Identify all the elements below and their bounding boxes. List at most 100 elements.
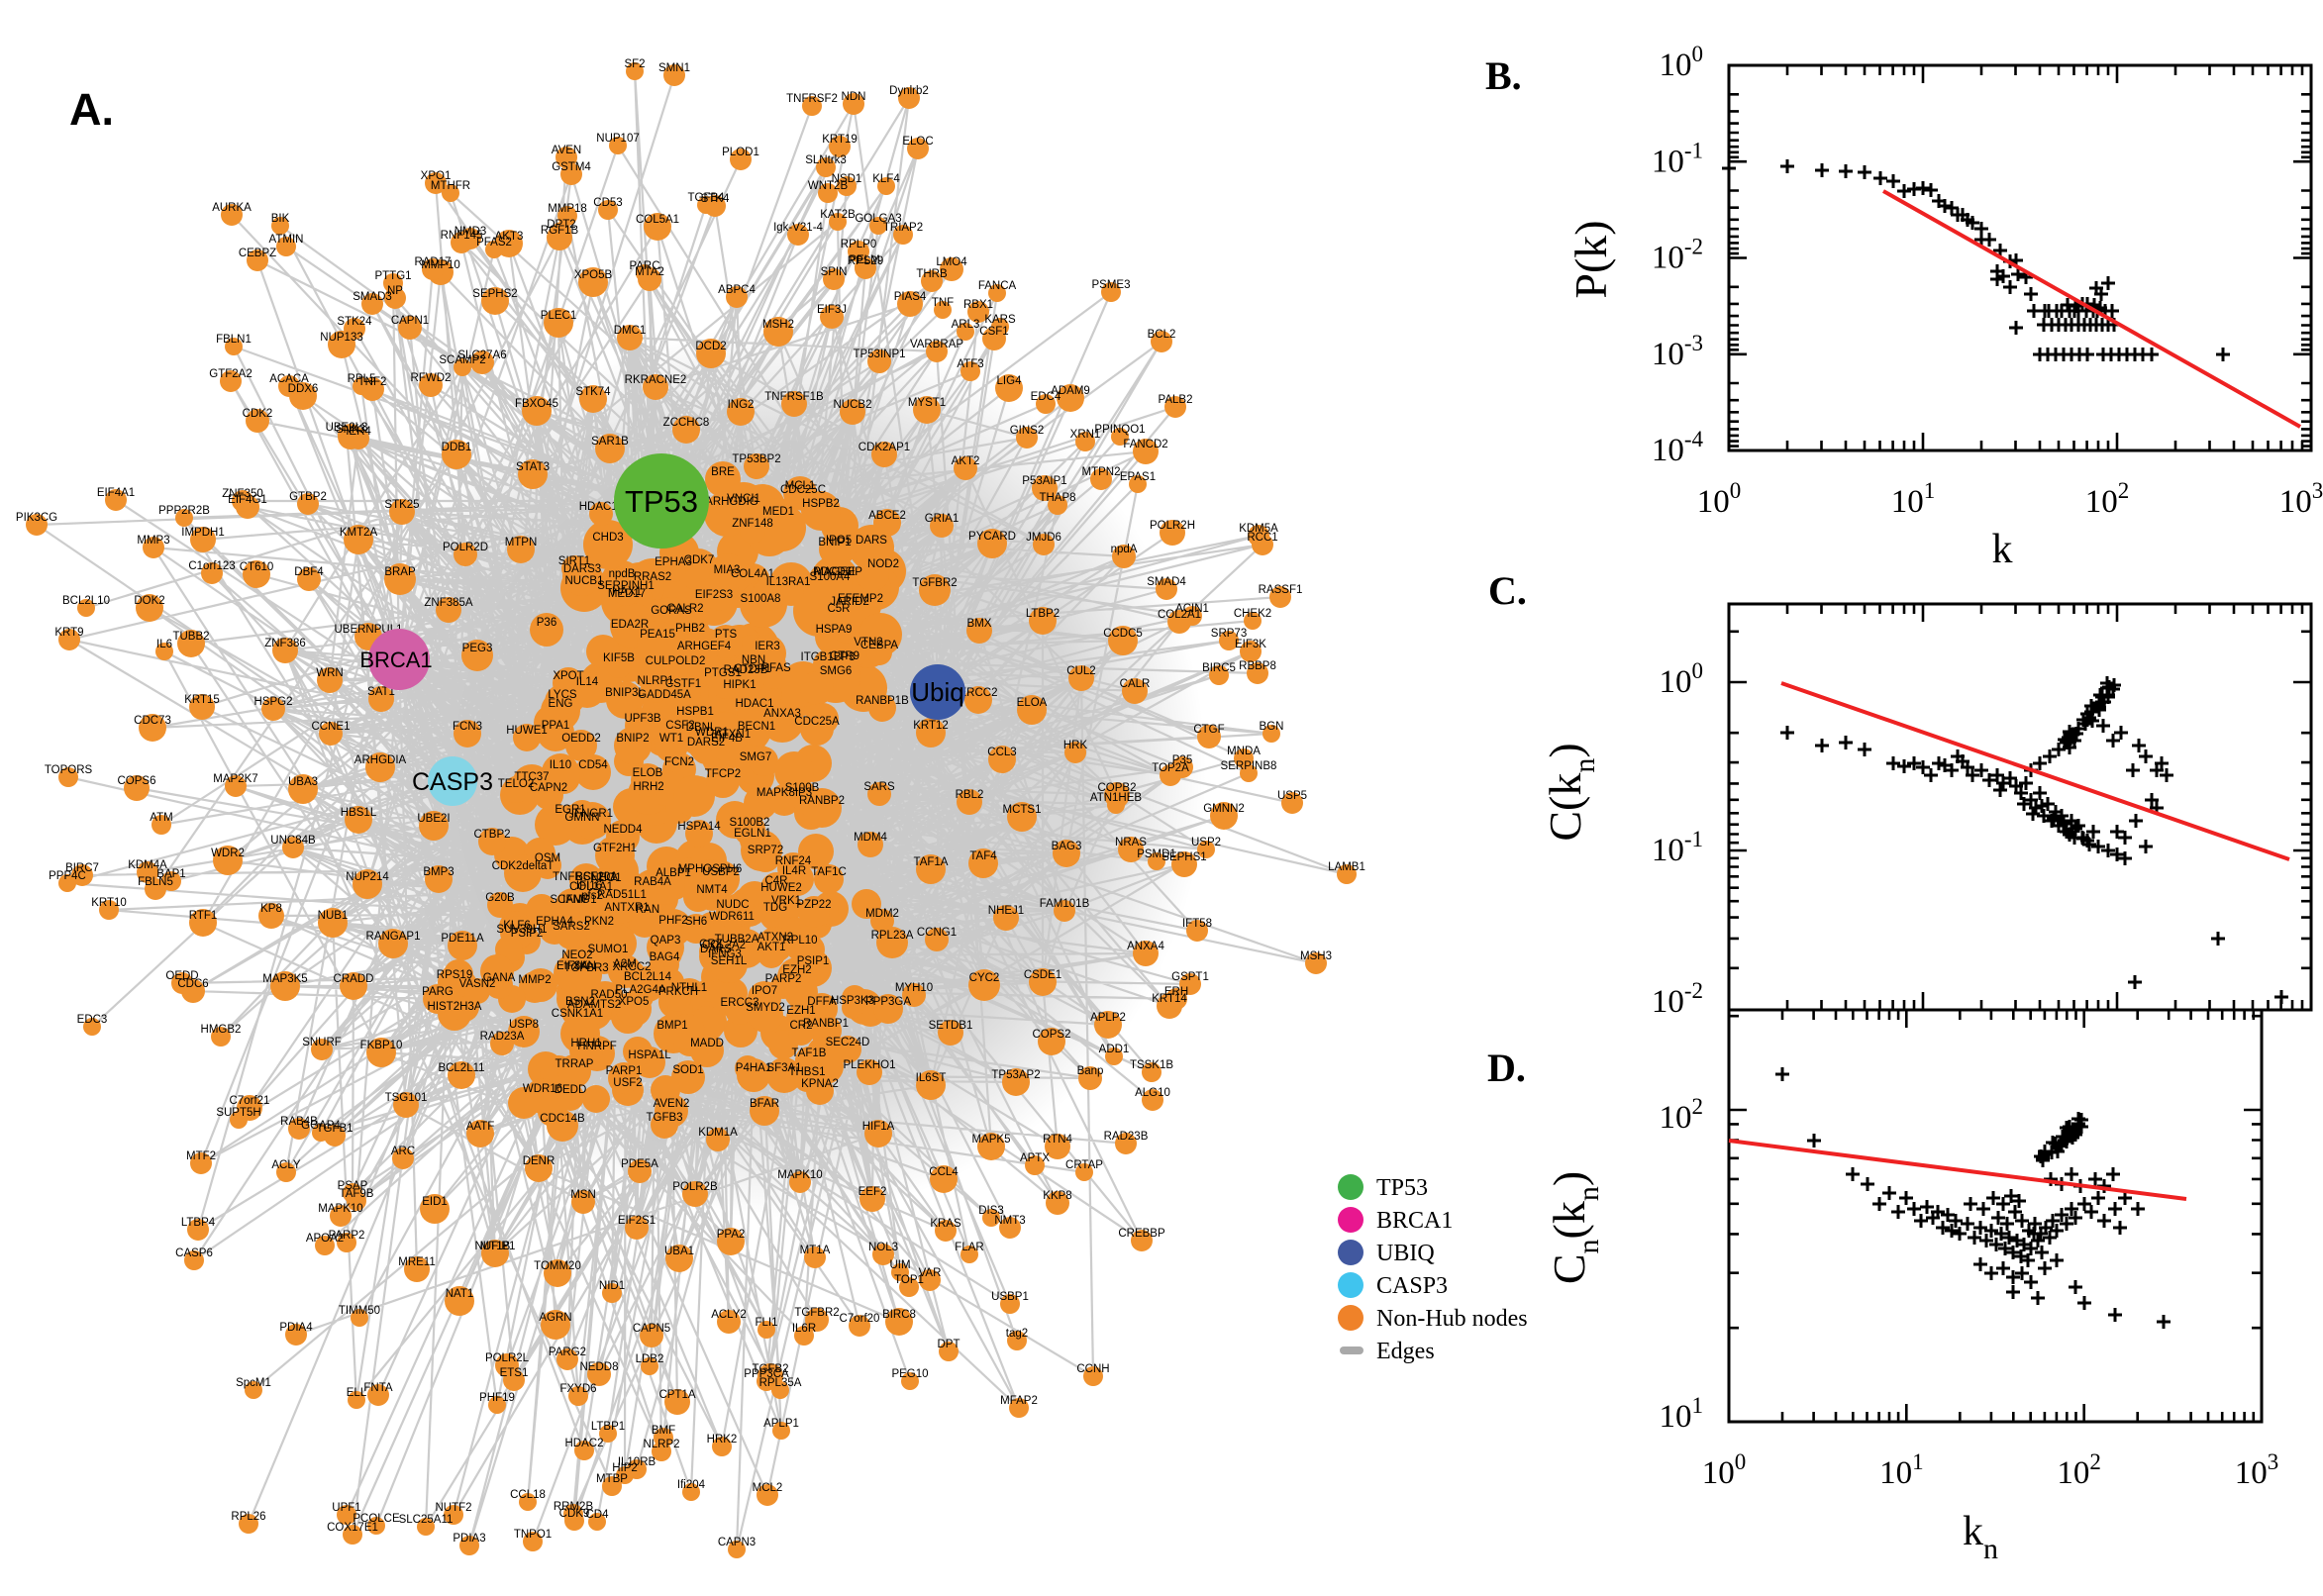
svg-text:ABCE2: ABCE2 [868, 510, 906, 522]
svg-text:KRAS: KRAS [930, 1218, 961, 1230]
svg-text:ATMIN: ATMIN [269, 234, 304, 246]
svg-text:CCL3: CCL3 [987, 747, 1016, 758]
svg-text:NSD1: NSD1 [832, 173, 862, 185]
svg-text:ARL3: ARL3 [952, 319, 980, 331]
svg-text:BRE: BRE [711, 466, 735, 478]
svg-text:TDG: TDG [763, 902, 787, 914]
svg-text:RNF145: RNF145 [441, 230, 483, 242]
svg-text:Ubiq: Ubiq [911, 677, 963, 707]
svg-text:RAB4A: RAB4A [634, 876, 671, 888]
svg-text:IL4R: IL4R [782, 865, 806, 877]
svg-text:BSN2: BSN2 [565, 996, 595, 1008]
svg-text:SF2: SF2 [624, 58, 645, 70]
svg-text:UPF3B: UPF3B [624, 713, 660, 725]
svg-text:AGRN: AGRN [539, 1312, 571, 1324]
svg-text:GADD45A: GADD45A [638, 689, 691, 701]
svg-text:KRT12: KRT12 [913, 720, 949, 732]
svg-text:RPS29: RPS29 [848, 255, 883, 267]
svg-text:COPS6: COPS6 [118, 775, 156, 787]
svg-text:TOP1: TOP1 [894, 1274, 924, 1286]
svg-text:NID1: NID1 [599, 1280, 625, 1292]
svg-text:DMC1: DMC1 [614, 325, 647, 337]
svg-text:ATN1HEB: ATN1HEB [1090, 792, 1143, 804]
svg-text:HSPA1L: HSPA1L [628, 1049, 671, 1061]
svg-text:NUCB2: NUCB2 [834, 399, 872, 411]
svg-text:IL6ST: IL6ST [916, 1072, 947, 1084]
svg-text:AKT1: AKT1 [758, 942, 786, 953]
svg-text:IPO5: IPO5 [826, 535, 852, 547]
svg-text:TSSK1B: TSSK1B [1130, 1059, 1173, 1071]
svg-text:PSIP2: PSIP2 [511, 928, 544, 940]
svg-text:RPL35A: RPL35A [759, 1377, 802, 1389]
svg-text:MAGEE: MAGEE [814, 566, 856, 578]
svg-text:SH6: SH6 [685, 916, 707, 928]
svg-text:NUDC: NUDC [716, 899, 749, 911]
svg-text:VNCI1: VNCI1 [727, 493, 760, 505]
svg-text:PYCARD: PYCARD [968, 531, 1016, 543]
svg-text:DFFA: DFFA [807, 996, 837, 1008]
svg-text:SARS: SARS [863, 781, 895, 793]
svg-text:HAX1: HAX1 [612, 586, 642, 598]
svg-text:XRCC2: XRCC2 [613, 961, 652, 973]
svg-text:BCL2L11: BCL2L11 [438, 1062, 484, 1074]
svg-text:ENG: ENG [549, 698, 573, 710]
svg-text:VARBRAP: VARBRAP [910, 339, 963, 350]
svg-text:PDE5A: PDE5A [621, 1158, 658, 1170]
svg-text:CPT1A: CPT1A [658, 1389, 695, 1401]
svg-text:IFNG3: IFNG3 [708, 948, 742, 960]
svg-text:PEA15: PEA15 [640, 629, 675, 641]
svg-text:KRT14: KRT14 [1152, 993, 1187, 1005]
svg-text:ANXA4: ANXA4 [1127, 941, 1164, 952]
svg-text:EGR1: EGR1 [555, 804, 585, 816]
svg-text:KRT19: KRT19 [822, 134, 858, 146]
svg-text:NUP214: NUP214 [346, 871, 389, 883]
svg-text:TNFRSF1B: TNFRSF1B [764, 391, 824, 403]
svg-text:JARID2: JARID2 [830, 596, 869, 608]
svg-text:BRAP: BRAP [384, 566, 416, 578]
svg-text:MNDA: MNDA [1227, 746, 1261, 757]
svg-text:TAF1B: TAF1B [792, 1047, 827, 1059]
svg-text:DEDD: DEDD [555, 1084, 587, 1096]
svg-text:TIMM50: TIMM50 [339, 1305, 380, 1317]
svg-text:ELOA: ELOA [1017, 697, 1048, 709]
svg-text:MTBP: MTBP [596, 1473, 628, 1485]
svg-text:CDK2: CDK2 [243, 408, 273, 420]
svg-text:BNIP1: BNIP1 [818, 537, 851, 549]
svg-text:GOLGA3: GOLGA3 [855, 213, 901, 225]
svg-text:ACLY2: ACLY2 [711, 1309, 747, 1321]
svg-text:CDK9: CDK9 [559, 1508, 590, 1520]
svg-text:APLP2: APLP2 [1090, 1012, 1126, 1024]
svg-text:DBNL: DBNL [686, 722, 717, 734]
svg-text:CD53: CD53 [593, 197, 622, 209]
svg-text:Dynlrb2: Dynlrb2 [889, 85, 929, 97]
svg-text:NEO2: NEO2 [561, 949, 592, 961]
svg-text:COL2A2: COL2A2 [702, 940, 746, 951]
svg-text:APLP1: APLP1 [763, 1418, 799, 1430]
svg-text:RAD51L1: RAD51L1 [597, 889, 647, 901]
svg-text:MTPN: MTPN [505, 537, 538, 549]
svg-text:BECN1: BECN1 [738, 721, 775, 733]
svg-text:IL10: IL10 [550, 759, 571, 771]
svg-text:PHB2: PHB2 [675, 623, 705, 635]
svg-text:ADAMTS2: ADAMTS2 [567, 999, 621, 1011]
svg-text:RBL2: RBL2 [956, 789, 984, 801]
svg-text:XRN1: XRN1 [1070, 429, 1101, 441]
svg-text:EZH1: EZH1 [786, 1005, 815, 1017]
svg-text:ANTXR1: ANTXR1 [604, 902, 649, 914]
svg-text:STK24: STK24 [337, 316, 372, 328]
svg-text:RAD23B: RAD23B [1104, 1131, 1149, 1143]
svg-text:TGFB2: TGFB2 [752, 1363, 788, 1375]
svg-text:CD4: CD4 [585, 1509, 609, 1521]
svg-text:RRAS2: RRAS2 [634, 571, 671, 583]
svg-text:EID1: EID1 [422, 1196, 448, 1208]
svg-text:SEPHS2: SEPHS2 [472, 288, 517, 300]
svg-text:IER3: IER3 [755, 641, 780, 652]
svg-text:POLR2H: POLR2H [1150, 520, 1195, 532]
svg-text:WDR2: WDR2 [211, 848, 245, 859]
svg-text:NUB1: NUB1 [318, 910, 349, 922]
svg-text:npdA: npdA [1111, 544, 1138, 555]
svg-text:FBLN1: FBLN1 [216, 334, 252, 346]
svg-text:LTBP2: LTBP2 [1026, 608, 1060, 620]
svg-text:SUPT5H: SUPT5H [216, 1107, 260, 1119]
svg-text:TAF1A: TAF1A [914, 856, 949, 868]
